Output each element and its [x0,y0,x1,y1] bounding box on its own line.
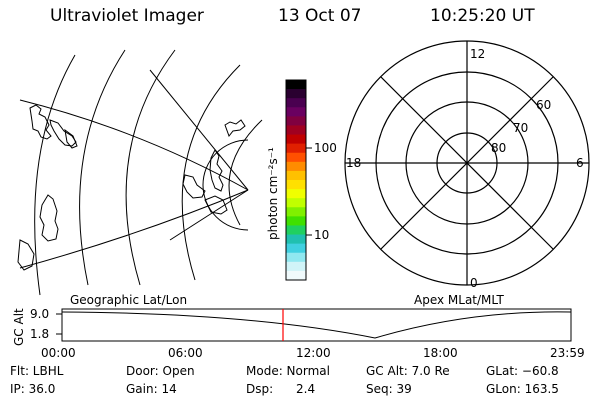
colorbar-tick-100: 100 [314,141,337,155]
colorbar-cell [286,116,306,127]
colorbar-cell [286,216,306,227]
polar-label-18: 18 [346,156,362,170]
info-ip: IP: 36.0 [10,382,56,396]
colorbar-cell [286,80,306,90]
colorbar-cell [286,170,306,181]
timeline-xtick-0600: 06:00 [168,346,203,360]
polar-label-6: 6 [576,156,584,170]
colorbar-cell [286,234,306,245]
geographic-map [17,49,263,296]
info-glat: GLat: −60.8 [486,364,559,378]
info-dsp-label: Dsp: [246,382,274,396]
colorbar-tick-10: 10 [314,228,330,242]
polar-label-12: 12 [470,47,486,61]
colorbar-cell [286,152,306,163]
info-gc-alt: GC Alt: 7.0 Re [366,364,450,378]
timeline-ytick-9: 9.0 [30,307,50,321]
polar-lat-80: 80 [491,141,507,155]
colorbar-cell [286,252,306,263]
timeline-xtick-1200: 12:00 [296,346,331,360]
colorbar-cell [286,89,306,99]
polar-lat-70: 70 [513,121,529,135]
info-mode: Mode: Normal [246,364,330,378]
timeline-xtick-0000: 00:00 [41,346,76,360]
timeline-right-title: Apex MLat/MLT [414,293,504,307]
timeline-xtick-1800: 18:00 [423,346,458,360]
colorbar-cell [286,134,306,145]
colorbar-cell [286,243,306,254]
info-glon: GLon: 163.5 [486,382,559,396]
instrument-title: Ultraviolet Imager [50,6,204,26]
colorbar-cell [286,107,306,117]
timeline-plot [56,308,572,342]
colorbar-cell [286,261,306,272]
timeline-left-title: Geographic Lat/Lon [70,293,188,307]
timeline-ytick-1-8: 1.8 [30,327,50,341]
colorbar-cell [286,143,306,154]
colorbar-cell [286,98,306,108]
colorbar [285,79,312,281]
colorbar-cell [286,198,306,208]
polar-plot [344,40,590,286]
info-gain: Gain: 14 [126,382,177,396]
info-door: Door: Open [126,364,195,378]
polar-label-0: 0 [470,276,478,290]
timeline-axis-label: GC Alt [12,308,26,346]
colorbar-cell [286,207,306,217]
info-dsp-value: 2.4 [296,382,316,396]
info-seq: Seq: 39 [366,382,412,396]
colorbar-cell [286,270,306,281]
colorbar-cell [286,189,306,199]
timeline-xtick-2359: 23:59 [550,346,585,360]
colorbar-cell [286,161,306,172]
colorbar-cell [286,125,306,136]
colorbar-unit-label: photon cm⁻²s⁻¹ [266,147,280,240]
colorbar-cell [286,180,306,190]
colorbar-cell [286,225,306,236]
info-filter: Flt: LBHL [10,364,64,378]
polar-lat-60: 60 [536,98,552,112]
date-label: 13 Oct 07 [278,6,362,26]
time-label: 10:25:20 UT [430,6,535,26]
